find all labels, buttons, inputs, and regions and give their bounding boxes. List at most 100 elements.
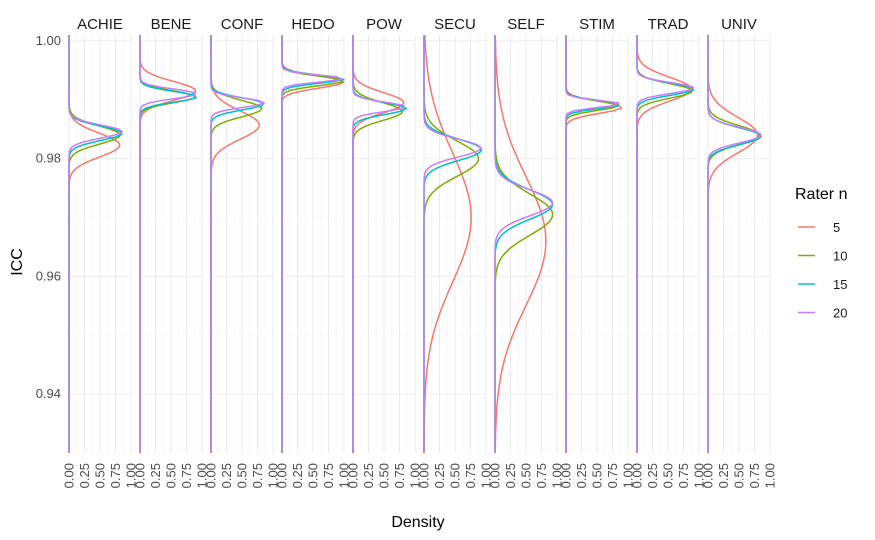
x-tick-label: 0.00 [417, 463, 432, 488]
facet-strip-label: SECU [434, 16, 476, 33]
y-tick-label: 0.96 [36, 268, 61, 283]
x-tick-label: 0.25 [77, 463, 92, 488]
density-curve-rater-10 [281, 35, 344, 453]
x-tick-label: 0.00 [62, 463, 77, 488]
density-curve-rater-20 [210, 35, 266, 453]
facet-strip-label: POW [366, 16, 403, 33]
facet-stim: STIM 0.00 0.25 0.50 0.75 1.00 [559, 16, 636, 488]
y-axis-title: ICC [9, 248, 26, 276]
facet-conf: CONF 0.00 0.25 0.50 0.75 1.00 [204, 16, 281, 488]
y-axis: 0.94 0.96 0.98 1.00 [36, 33, 61, 401]
density-curve-rater-20 [636, 35, 695, 453]
x-tick-label: 0.75 [392, 463, 407, 488]
x-tick-label: 0.25 [432, 463, 447, 488]
x-tick-label: 0.75 [179, 463, 194, 488]
x-tick-label: 0.50 [448, 463, 463, 488]
density-curve-rater-10 [494, 35, 554, 453]
x-tick-label: 0.25 [290, 463, 305, 488]
legend-label: 10 [833, 249, 847, 264]
density-curve-rater-20 [565, 35, 620, 453]
facet-strip-label: STIM [579, 16, 615, 33]
x-tick-label: 0.00 [204, 463, 219, 488]
x-tick-label: 0.00 [488, 463, 503, 488]
x-tick-label: 0.75 [250, 463, 265, 488]
density-curve-rater-5 [494, 34, 547, 454]
density-curve-rater-15 [139, 35, 197, 453]
x-tick-label: 0.50 [519, 463, 534, 488]
facet-strip-label: HEDO [291, 16, 334, 33]
y-tick-label: 0.94 [36, 386, 61, 401]
x-tick-label: 0.00 [701, 463, 716, 488]
density-curve-rater-20 [423, 35, 482, 453]
x-tick-label: 0.50 [93, 463, 108, 488]
facet-univ: UNIV 0.00 0.25 0.50 0.75 1.00 [701, 16, 778, 488]
x-tick-label: 1.00 [692, 463, 707, 488]
x-tick-label: 0.00 [133, 463, 148, 488]
x-tick-label: 0.50 [377, 463, 392, 488]
facet-secu: SECU 0.00 0.25 0.50 0.75 1.00 [417, 16, 494, 488]
facet-strip-label: BENE [151, 16, 192, 33]
facet-strip-label: TRAD [648, 16, 689, 33]
density-curve-rater-15 [636, 35, 695, 453]
x-tick-label: 1.00 [337, 463, 352, 488]
density-curve-rater-20 [68, 35, 124, 453]
x-tick-label: 0.25 [503, 463, 518, 488]
x-tick-label: 0.75 [463, 463, 478, 488]
density-curve-rater-5 [210, 35, 260, 453]
legend-title: Rater n [795, 186, 847, 203]
x-tick-label: 0.25 [574, 463, 589, 488]
x-tick-label: 0.25 [148, 463, 163, 488]
x-tick-label: 0.25 [716, 463, 731, 488]
x-tick-label: 1.00 [621, 463, 636, 488]
density-curve-rater-5 [565, 35, 623, 453]
density-curve-rater-20 [139, 35, 196, 453]
facet-pow: POW 0.00 0.25 0.50 0.75 1.00 [346, 16, 423, 488]
x-tick-label: 1.00 [763, 463, 778, 488]
facet-bene: BENE 0.00 0.25 0.50 0.75 1.00 [133, 16, 210, 488]
x-tick-label: 0.75 [321, 463, 336, 488]
x-tick-label: 0.75 [108, 463, 123, 488]
x-tick-label: 0.50 [590, 463, 605, 488]
density-curve-rater-15 [494, 35, 554, 453]
facet-achie: ACHIE 0.00 0.25 0.50 0.75 1.00 [62, 16, 139, 488]
x-tick-label: 0.00 [275, 463, 290, 488]
x-tick-label: 0.25 [645, 463, 660, 488]
x-tick-label: 0.50 [306, 463, 321, 488]
facet-strip-label: SELF [507, 16, 545, 33]
x-tick-label: 1.00 [124, 463, 139, 488]
y-tick-label: 0.98 [36, 151, 61, 166]
x-tick-label: 1.00 [195, 463, 210, 488]
x-tick-label: 0.50 [661, 463, 676, 488]
legend-label: 5 [833, 220, 840, 235]
x-tick-label: 0.00 [559, 463, 574, 488]
x-tick-label: 0.75 [747, 463, 762, 488]
density-curve-rater-5 [707, 35, 759, 453]
facet-strip-label: CONF [221, 16, 264, 33]
facet-self: SELF 0.00 0.25 0.50 0.75 1.00 [488, 16, 565, 488]
density-curve-rater-20 [352, 35, 405, 453]
x-tick-label: 1.00 [266, 463, 281, 488]
density-curve-rater-20 [281, 35, 343, 453]
x-tick-label: 1.00 [408, 463, 423, 488]
legend: Rater n 5 10 15 20 [795, 186, 847, 321]
y-tick-label: 1.00 [36, 33, 61, 48]
facet-strip-label: ACHIE [77, 16, 123, 33]
facet-hedo: HEDO 0.00 0.25 0.50 0.75 1.00 [275, 16, 352, 488]
x-tick-label: 0.25 [219, 463, 234, 488]
legend-label: 15 [833, 277, 847, 292]
x-tick-label: 0.75 [534, 463, 549, 488]
density-curve-rater-20 [707, 35, 762, 453]
x-tick-label: 0.75 [605, 463, 620, 488]
x-tick-label: 0.75 [676, 463, 691, 488]
x-tick-label: 0.25 [361, 463, 376, 488]
legend-label: 20 [833, 306, 847, 321]
density-curve-rater-20 [494, 35, 554, 453]
x-tick-label: 0.00 [346, 463, 361, 488]
facet-strip-label: UNIV [721, 16, 757, 33]
facet-trad: TRAD 0.00 0.25 0.50 0.75 1.00 [630, 16, 707, 488]
density-curve-rater-5 [139, 35, 197, 453]
x-tick-label: 1.00 [479, 463, 494, 488]
x-tick-label: 0.50 [235, 463, 250, 488]
